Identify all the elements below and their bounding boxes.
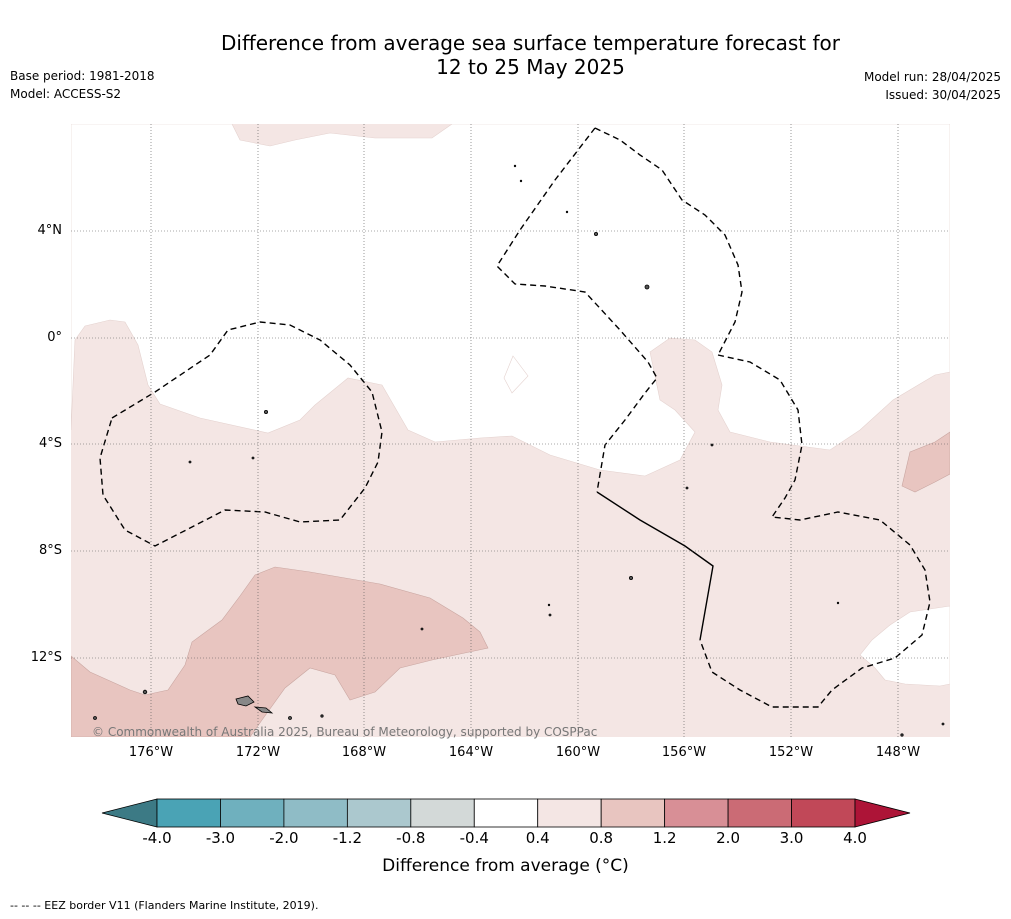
island-dot — [547, 603, 551, 607]
colorbar-low-extend — [101, 798, 158, 828]
colorbar — [101, 798, 911, 828]
colorbar-tick-label: 0.4 — [525, 829, 550, 847]
island-dot — [594, 231, 599, 236]
colorbar-tick-label: 2.0 — [716, 829, 740, 847]
neutral-region-north — [71, 124, 950, 477]
left-metadata: Base period: 1981-2018 Model: ACCESS-S2 — [10, 67, 155, 103]
lat-label-4n: 4°N — [37, 223, 63, 238]
colorbar-swatch — [791, 798, 856, 828]
island-dot — [565, 210, 569, 214]
colorbar-tick-label: -2.0 — [269, 829, 299, 847]
colorbar-swatch — [473, 798, 539, 828]
colorbar-swatch — [220, 798, 285, 828]
lon-label-176w: 176°W — [128, 745, 174, 760]
eez-border-central — [496, 127, 658, 493]
colorbar-tick-label: -4.0 — [142, 829, 172, 847]
neutral-region-southeast — [859, 605, 950, 687]
model-run: Model run: 28/04/2025 — [863, 70, 1001, 84]
lon-label-148w: 148°W — [875, 745, 921, 760]
colorbar-tick-label: -1.2 — [332, 829, 362, 847]
anomaly-fill-0.8-1.2-south — [71, 566, 489, 737]
island-dot — [320, 714, 324, 718]
right-metadata: Model run: 28/04/2025 Issued: 30/04/2025 — [864, 68, 1001, 104]
eez-border-north-east — [594, 127, 743, 356]
island-upolu — [253, 706, 274, 714]
island-dot — [288, 716, 292, 720]
island-dot — [644, 284, 650, 290]
colorbar-swatch — [537, 798, 602, 828]
island-dot — [93, 716, 97, 720]
colorbar-tick-label: -0.8 — [396, 829, 426, 847]
colorbar-swatch — [156, 798, 221, 828]
map-plot-area — [71, 124, 950, 737]
lon-label-164w: 164°W — [448, 745, 494, 760]
lat-label-12s: 12°S — [30, 650, 62, 665]
eez-border-west — [99, 321, 383, 547]
colorbar-swatch — [410, 798, 475, 828]
lat-label-8s: 8°S — [38, 543, 62, 558]
island-dot — [685, 486, 689, 490]
colorbar-tick-label: -3.0 — [205, 829, 236, 847]
anomaly-fill-0.8-1.2-east — [901, 431, 950, 493]
colorbar-label: Difference from average (°C) — [382, 856, 629, 876]
colorbar-swatch — [346, 798, 412, 828]
eez-border-solid — [596, 491, 714, 641]
title-line-2: 12 to 25 May 2025 — [436, 55, 625, 79]
lat-label-0: 0° — [47, 330, 62, 345]
colorbar-tick-label: 1.2 — [652, 829, 677, 847]
islands — [93, 164, 945, 737]
island-dot — [263, 409, 268, 414]
island-dot — [941, 722, 945, 726]
island-dot — [629, 576, 634, 581]
colorbar-swatch — [664, 798, 729, 828]
island-dot — [548, 613, 552, 617]
island-dot — [513, 164, 517, 168]
island-dot — [142, 689, 148, 695]
colorbar-high-extend — [854, 798, 911, 828]
eez-footnote: -- -- -- EEZ border V11 (Flanders Marine… — [10, 899, 319, 912]
colorbar-tick-label: 4.0 — [843, 829, 867, 847]
copyright-notice: © Commonwealth of Australia 2025, Bureau… — [92, 725, 598, 739]
title-line-1: Difference from average sea surface temp… — [220, 31, 840, 55]
lon-label-152w: 152°W — [768, 745, 814, 760]
colorbar-tick-label: 0.8 — [589, 829, 614, 847]
island-dot — [710, 443, 714, 447]
lat-label-4s: 4°S — [38, 436, 62, 451]
lon-label-168w: 168°W — [341, 745, 387, 760]
island-dot — [251, 456, 255, 460]
island-dot — [900, 733, 904, 737]
colorbar-tick-label: 3.0 — [779, 829, 804, 847]
lon-label-172w: 172°W — [235, 745, 281, 760]
lon-label-160w: 160°W — [555, 745, 601, 760]
chart-title: Difference from average sea surface temp… — [0, 31, 1011, 79]
issued-date: Issued: 30/04/2025 — [885, 88, 1001, 102]
neutral-patch-central — [503, 355, 529, 394]
island-dot — [836, 601, 840, 605]
colorbar-swatch — [283, 798, 348, 828]
island-dot — [188, 460, 192, 464]
colorbar-tick-label: -0.4 — [459, 829, 489, 847]
colorbar-swatch — [600, 798, 666, 828]
lon-label-156w: 156°W — [661, 745, 707, 760]
base-period: Base period: 1981-2018 — [10, 69, 155, 83]
eez-borders — [99, 127, 931, 708]
model-name: Model: ACCESS-S2 — [10, 87, 122, 101]
graticule — [71, 124, 950, 737]
island-savaii — [235, 695, 255, 707]
island-dot — [519, 179, 523, 183]
island-dot — [420, 627, 424, 631]
colorbar-swatch — [727, 798, 792, 828]
